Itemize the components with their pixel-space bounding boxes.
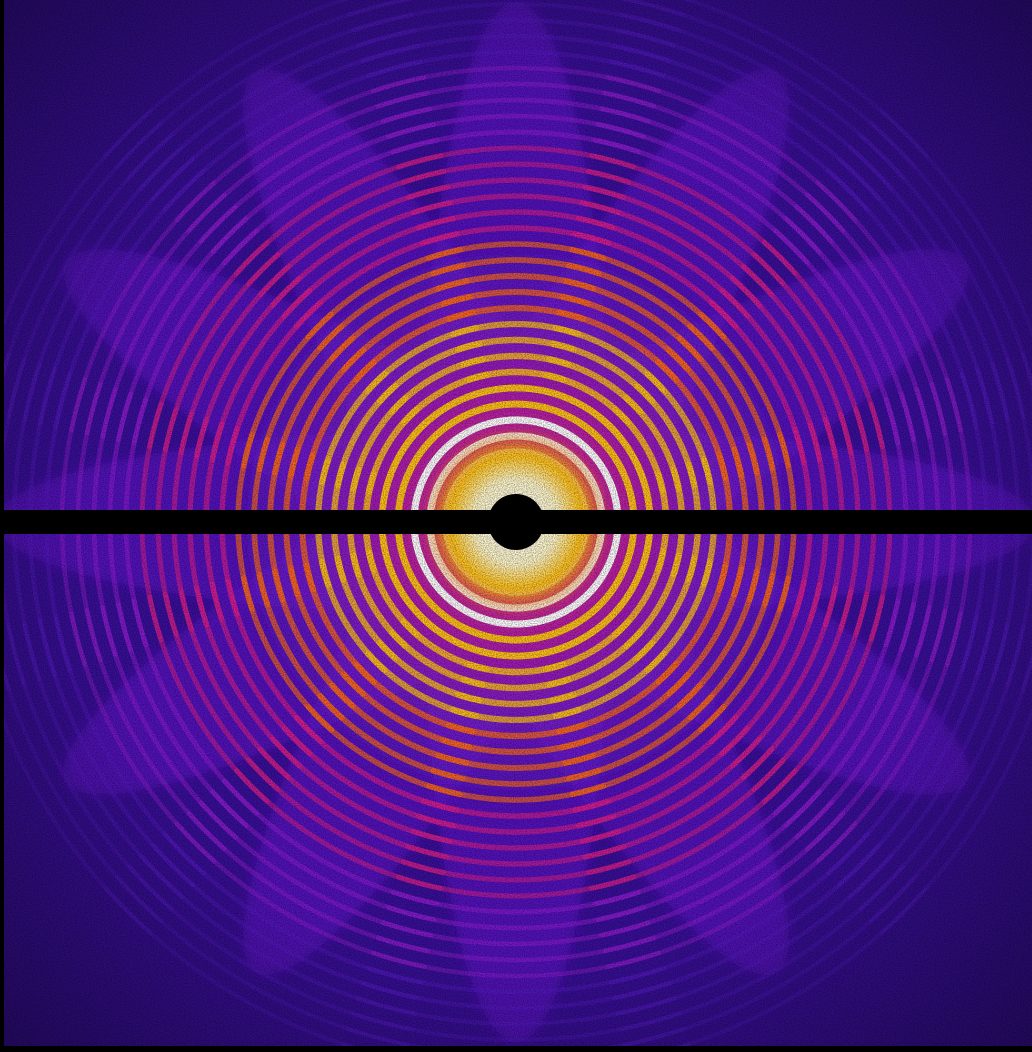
frame-border-left: [0, 0, 4, 1052]
beamstop-disc: [488, 494, 544, 550]
frame-border-bottom: [0, 1046, 1032, 1052]
